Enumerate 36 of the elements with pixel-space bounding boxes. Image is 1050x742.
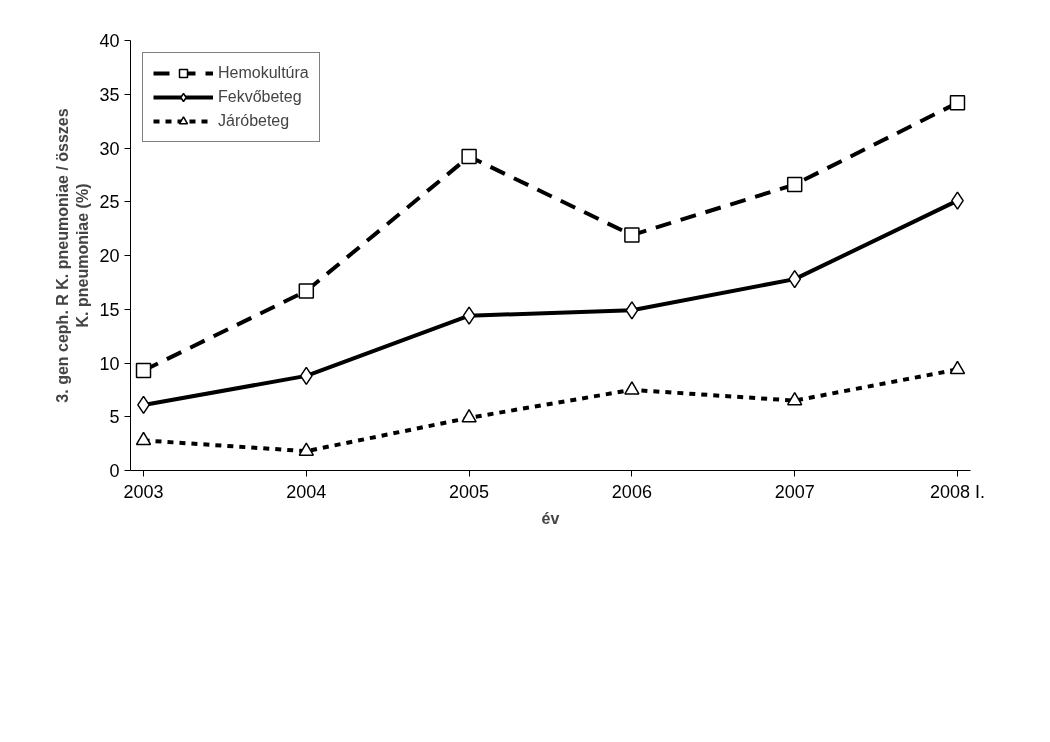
point (135, 362, 152, 379)
point (949, 95, 966, 111)
y-tick-label: 25 (99, 192, 120, 213)
point (461, 148, 477, 165)
x-axis-title: év (541, 509, 560, 527)
x-tick-label: 2007 (774, 481, 815, 502)
x-tick-label: 2008 I. (929, 481, 985, 502)
point (298, 283, 315, 299)
point (462, 306, 476, 325)
point (788, 269, 802, 289)
y-tick-label: 5 (109, 407, 120, 428)
legend-label: Hemokultúra (218, 64, 309, 82)
y-tick-label: 30 (99, 138, 120, 159)
y-tick-label: 15 (99, 299, 120, 320)
y-tick-label: 0 (109, 461, 120, 481)
point (625, 301, 639, 320)
point (786, 176, 803, 193)
point (298, 442, 315, 456)
point (461, 408, 477, 423)
point (949, 360, 966, 375)
x-tick-label: 2004 (286, 481, 327, 502)
y-tick-label: 35 (99, 84, 120, 105)
point (786, 391, 803, 406)
x-tick-label: 2003 (123, 481, 164, 502)
legend-label: Járóbeteg (218, 112, 290, 130)
y-tick-label: 10 (99, 353, 120, 374)
point (624, 381, 640, 395)
point (299, 366, 313, 386)
point (624, 227, 640, 243)
y-axis-title: 3. gen ceph. R K. pneumoniae / összes K. pneumoniae (%) (54, 108, 92, 403)
legend-label: Fekvőbeteg (218, 88, 302, 106)
x-tick-label: 2005 (449, 481, 490, 502)
point (135, 431, 152, 446)
x-tick-label: 2006 (611, 481, 652, 502)
y-tick-label: 40 (99, 31, 120, 51)
y-tick-label: 20 (99, 246, 120, 266)
